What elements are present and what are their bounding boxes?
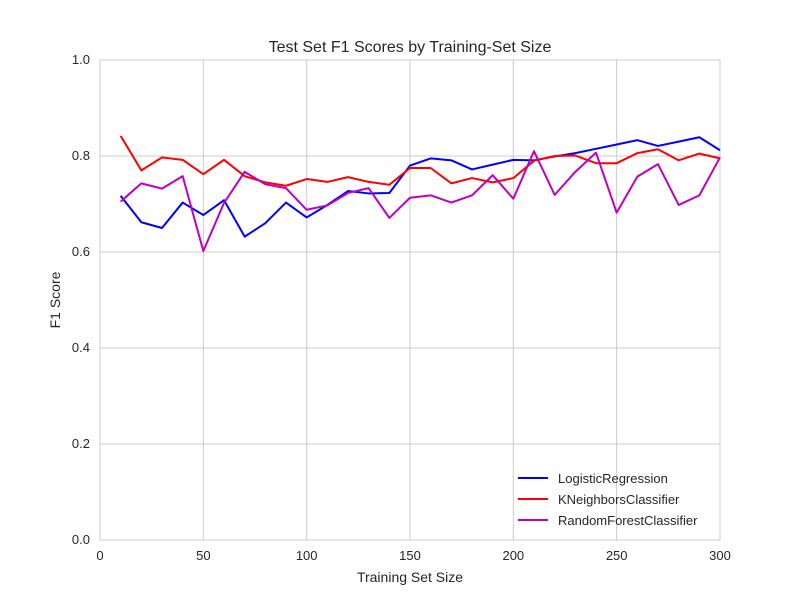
x-tick-label: 100 xyxy=(296,548,318,563)
x-axis-title: Training Set Size xyxy=(357,569,463,585)
series-line-random-forest-classifier xyxy=(120,150,721,253)
legend-item-random-forest-classifier: RandomForestClassifier xyxy=(518,513,698,528)
plot-area xyxy=(99,59,721,541)
y-tick-label: 0.0 xyxy=(72,532,90,547)
legend-label-kneighbors-classifier: KNeighborsClassifier xyxy=(558,492,680,507)
legend-item-logistic-regression: LogisticRegression xyxy=(518,471,668,486)
legend-label-logistic-regression: LogisticRegression xyxy=(558,471,668,486)
y-tick-label: 0.6 xyxy=(72,244,90,259)
y-tick-label: 0.2 xyxy=(72,436,90,451)
series-lines xyxy=(119,135,721,253)
series-line-kneighbors-classifier xyxy=(119,135,721,187)
x-tick-label: 200 xyxy=(502,548,524,563)
series-line-logistic-regression xyxy=(119,136,721,238)
y-axis-title: F1 Score xyxy=(47,271,63,328)
legend-label-random-forest-classifier: RandomForestClassifier xyxy=(558,513,698,528)
chart-title: Test Set F1 Scores by Training-Set Size xyxy=(269,39,552,56)
legend: LogisticRegression KNeighborsClassifier … xyxy=(518,471,698,528)
x-tick-label: 50 xyxy=(196,548,210,563)
y-tick-label: 0.8 xyxy=(72,148,90,163)
legend-item-kneighbors-classifier: KNeighborsClassifier xyxy=(518,492,680,507)
x-tick-label: 300 xyxy=(709,548,731,563)
y-tick-label: 0.4 xyxy=(72,340,90,355)
x-tick-label: 150 xyxy=(399,548,421,563)
x-tick-label: 0 xyxy=(96,548,103,563)
y-tick-label: 1.0 xyxy=(72,52,90,67)
x-axis-ticks: 0 50 100 150 200 250 300 xyxy=(96,548,730,563)
y-axis-ticks: 0.0 0.2 0.4 0.6 0.8 1.0 xyxy=(72,52,90,547)
x-tick-label: 250 xyxy=(606,548,628,563)
